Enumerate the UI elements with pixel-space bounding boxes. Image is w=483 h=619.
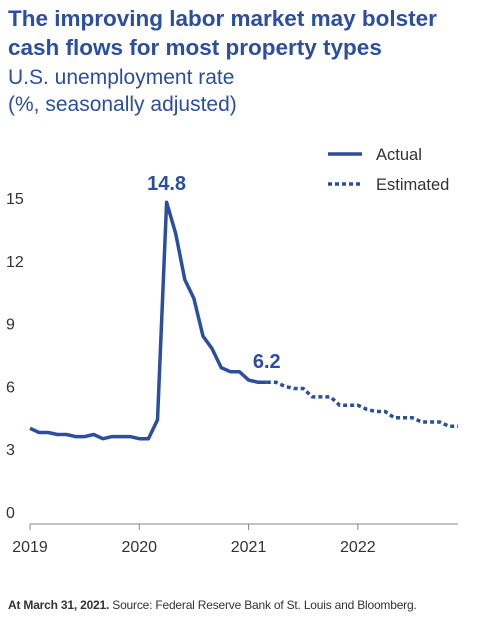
y-tick-label: 9: [6, 317, 15, 334]
footnote-date: At March 31, 2021.: [8, 598, 110, 612]
subtitle-line-1: U.S. unemployment rate: [8, 66, 235, 89]
legend-label-estimated: Estimated: [376, 176, 449, 194]
x-tick-label: 2021: [231, 539, 267, 556]
chart-subtitle: U.S. unemployment rate (%, seasonally ad…: [8, 64, 478, 118]
series-line-actual: [29, 200, 267, 441]
y-tick-label: 0: [6, 505, 15, 522]
y-tick-label: 6: [6, 379, 15, 396]
series-line-estimated: [266, 380, 458, 428]
x-tick-label: 2019: [12, 539, 48, 556]
x-tick-label: 2020: [121, 539, 157, 556]
data-label: 6.2: [253, 351, 281, 373]
y-tick-label: 15: [6, 191, 24, 208]
footnote: At March 31, 2021. Source: Federal Reser…: [8, 597, 478, 613]
x-tick-label: 2022: [340, 539, 376, 556]
y-tick-label: 12: [6, 254, 24, 271]
chart-title: The improving labor market may bolster c…: [8, 6, 437, 60]
footnote-source: Source: Federal Reserve Bank of St. Loui…: [112, 598, 417, 612]
subtitle-line-2: (%, seasonally adjusted): [8, 93, 237, 116]
data-label: 14.8: [147, 173, 186, 195]
unemployment-line-chart: 0 3 6 9 12 15 2019 2020 2021 2022 14.8 6.2 Actual Est…: [6, 146, 458, 556]
y-tick-label: 3: [6, 442, 15, 459]
legend-label-actual: Actual: [376, 146, 422, 164]
